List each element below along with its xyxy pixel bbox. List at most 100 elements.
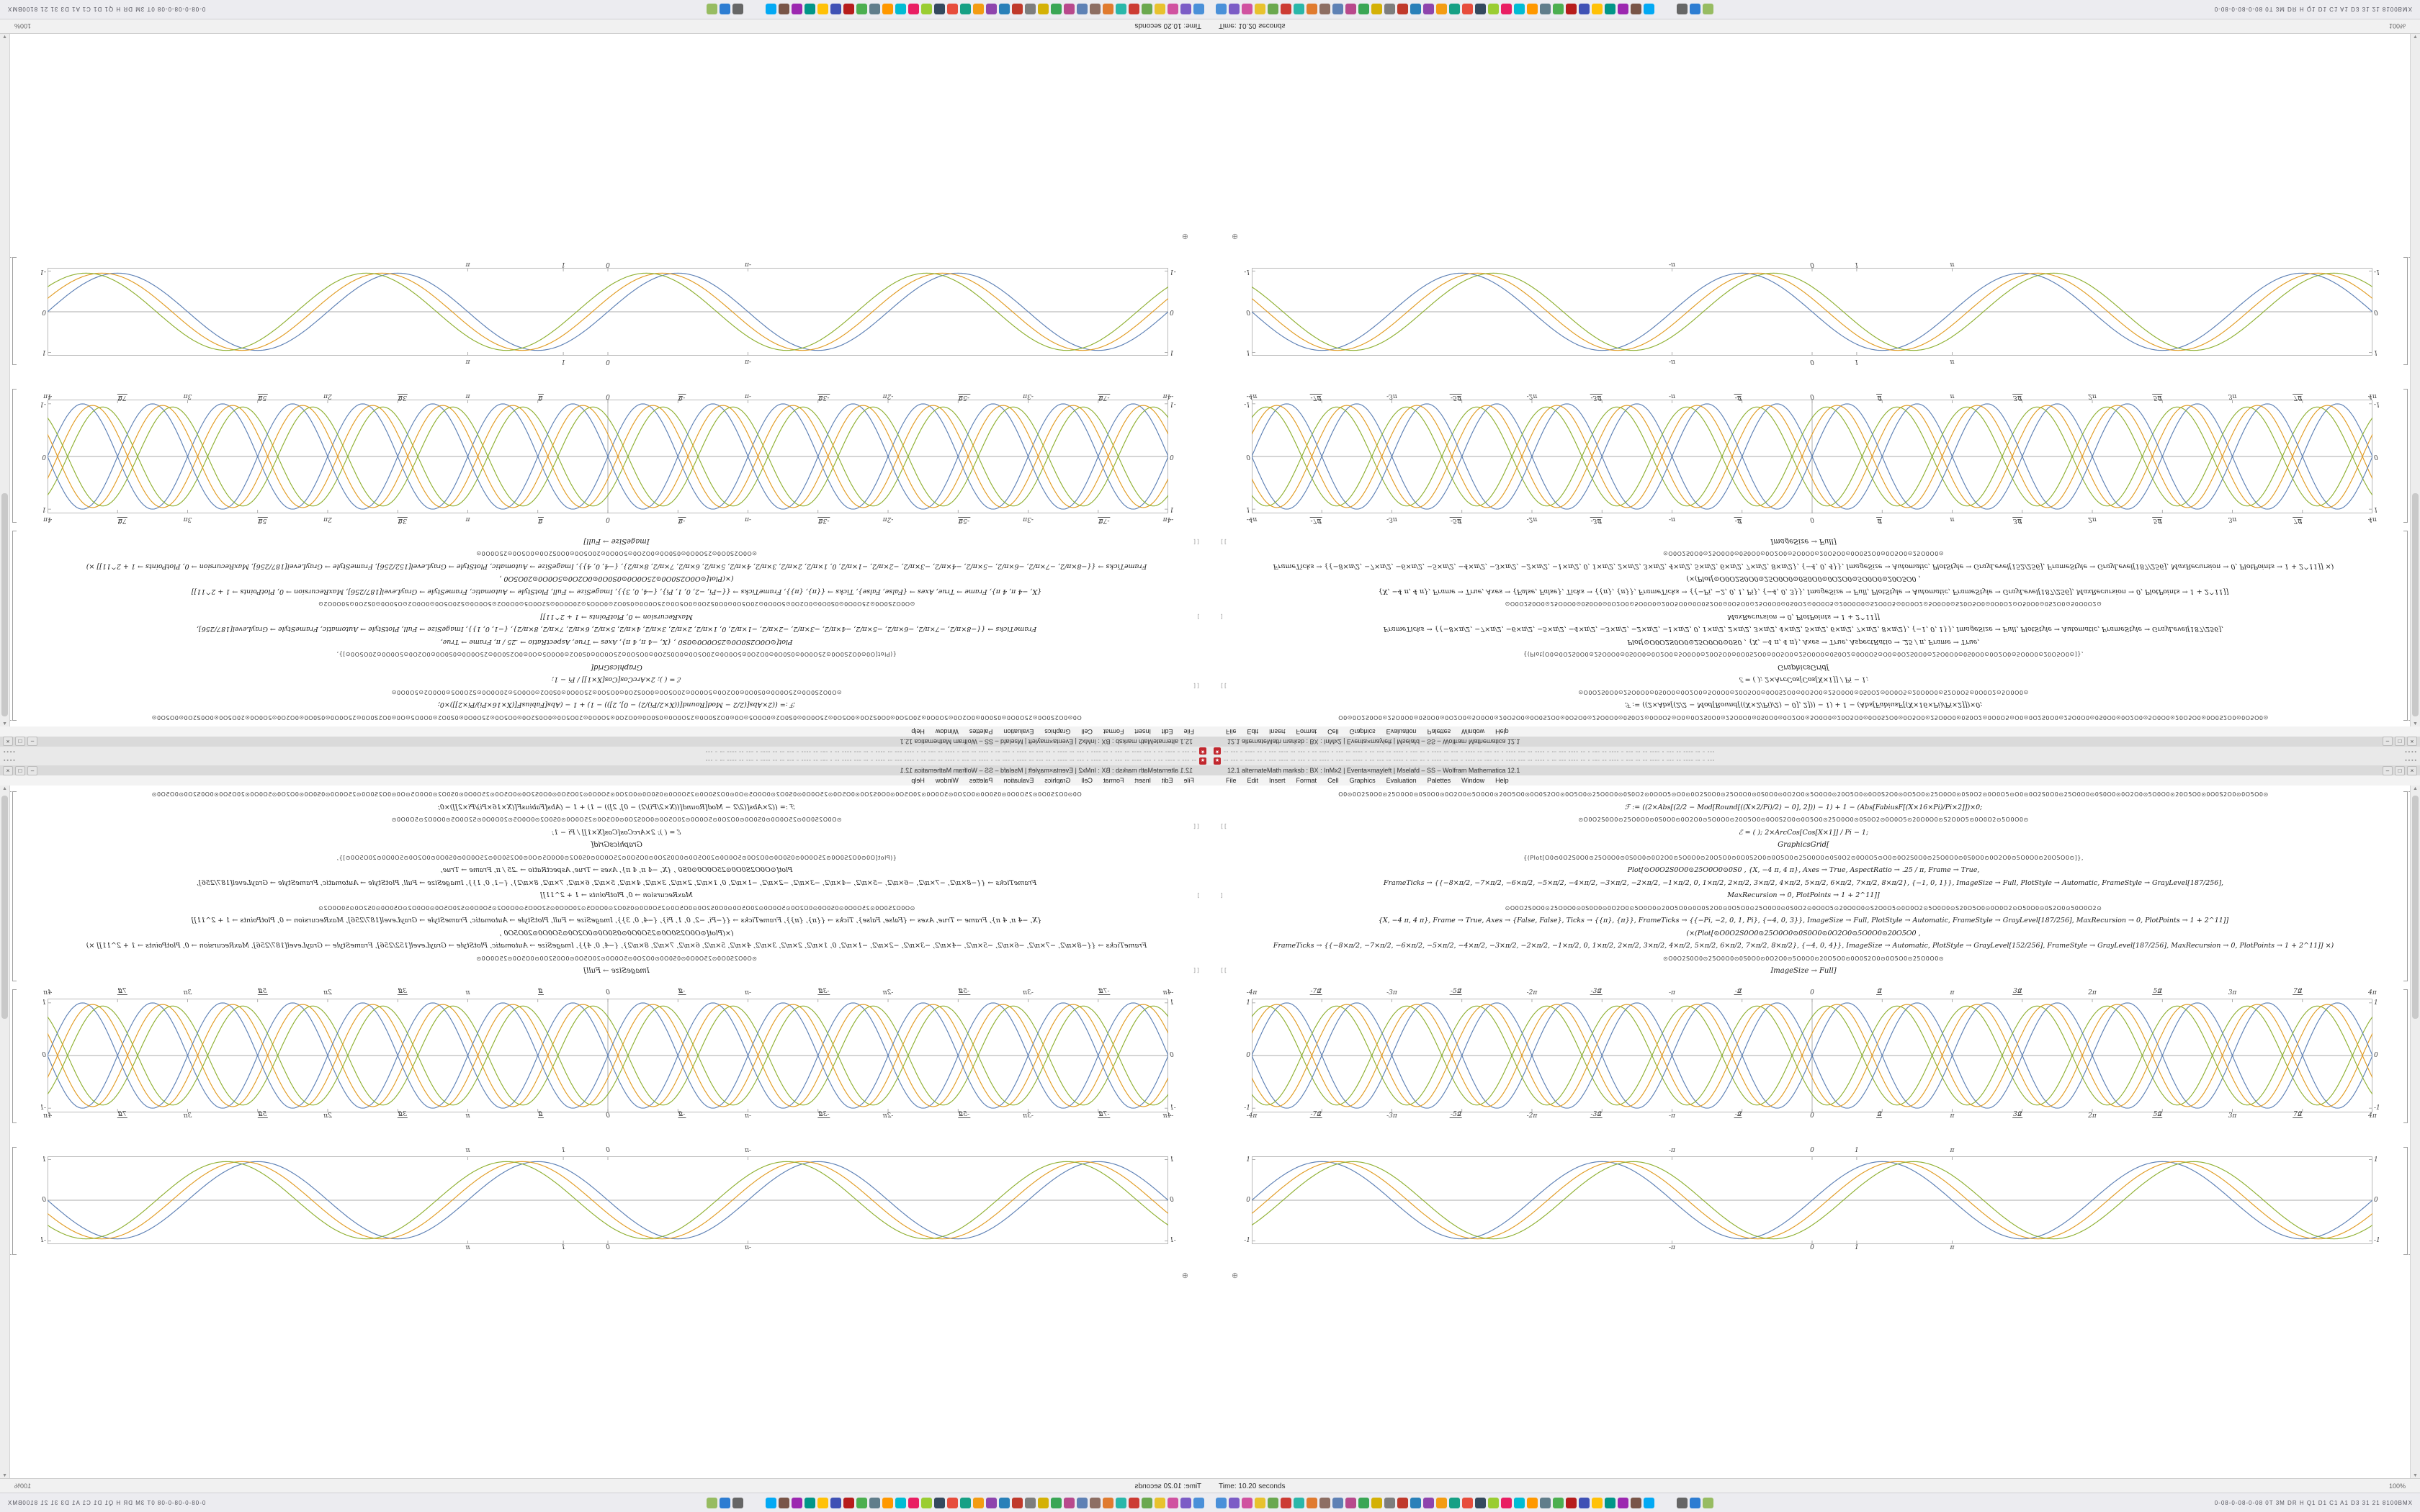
taskbar-app-icon[interactable]: [1038, 1497, 1049, 1508]
taskbar-app-icon[interactable]: [1012, 4, 1023, 15]
taskbar-app-icon[interactable]: [947, 1497, 958, 1508]
code-line[interactable]: MaxRecursion → 0, PlotPoints → 1 + 2^11]…: [540, 613, 693, 621]
taskbar-app-icon[interactable]: [1319, 4, 1330, 15]
menu-palettes[interactable]: Palettes: [1427, 728, 1451, 735]
taskbar-app-icon[interactable]: [882, 4, 893, 15]
scroll-down-icon[interactable]: ▼: [2, 34, 7, 39]
taskbar-app-icon[interactable]: [1358, 4, 1369, 15]
taskbar-app-icon[interactable]: [1268, 1497, 1278, 1508]
taskbar-app-icon[interactable]: [908, 4, 919, 15]
code-line[interactable]: FrameTicks → {{−8×π/2, −7×π/2, −6×π/2, −…: [1273, 942, 2334, 950]
notebook-canvas[interactable]: O0⊙0O2S0O0⊙25O0O0⊙0S0O0⊙0O2O0⊙5O0O0⊙20O5…: [1210, 33, 2420, 726]
taskbar-app-icon[interactable]: [1553, 1497, 1564, 1508]
code-line[interactable]: ⊙O0O2S0O0⊙25O0O0⊙0S0O0⊙0O2O0⊙5O0O0⊙20O5O…: [1578, 816, 2029, 823]
taskbar-app-icon[interactable]: [1592, 1497, 1603, 1508]
taskbar-app-icon[interactable]: [817, 1497, 828, 1508]
menu-help[interactable]: Help: [911, 777, 925, 784]
mathematica-icon[interactable]: ★: [1199, 747, 1206, 755]
taskbar-app-icon[interactable]: [1410, 4, 1421, 15]
taskbar-app-icon[interactable]: [1255, 4, 1265, 15]
taskbar-app-icon[interactable]: [1605, 4, 1615, 15]
taskbar-app-icon[interactable]: [843, 4, 854, 15]
taskbar-app-icon[interactable]: [1025, 1497, 1036, 1508]
taskbar-app-icon[interactable]: [960, 1497, 971, 1508]
taskbar-app-icon[interactable]: [1644, 4, 1654, 15]
taskbar-app-icon[interactable]: [805, 4, 815, 15]
taskbar-app-icon[interactable]: [1690, 1497, 1700, 1508]
taskbar-app-icon[interactable]: [1345, 4, 1356, 15]
code-line[interactable]: GraphicsGrid[: [1778, 663, 1829, 671]
menu-insert[interactable]: Insert: [1134, 777, 1151, 784]
taskbar-app-icon[interactable]: [1514, 4, 1525, 15]
taskbar-app-icon[interactable]: [779, 1497, 789, 1508]
cell-bracket[interactable]: [12, 1147, 17, 1255]
taskbar-app-icon[interactable]: [1605, 1497, 1615, 1508]
taskbar-app-icon[interactable]: [1449, 1497, 1460, 1508]
menu-help[interactable]: Help: [1495, 777, 1509, 784]
taskbar-app-icon[interactable]: [1384, 1497, 1395, 1508]
cell-bracket[interactable]: [2403, 389, 2408, 523]
taskbar-app-icon[interactable]: [1103, 4, 1113, 15]
code-line[interactable]: ℱ := ((2×Abs[(2/2 − Mod[Round[((X×2/Pi)/…: [1624, 701, 1983, 709]
taskbar-app-icon[interactable]: [1345, 1497, 1356, 1508]
code-line[interactable]: O0⊙0O2S0O0⊙25O0O0⊙0S0O0⊙0O2O0⊙5O0O0⊙20O5…: [151, 791, 1082, 798]
taskbar-app-icon[interactable]: [1358, 1497, 1369, 1508]
taskbar-app-icon[interactable]: [1631, 4, 1641, 15]
scrollbar-thumb[interactable]: [1, 493, 8, 716]
code-line[interactable]: MaxRecursion → 0, PlotPoints → 1 + 2^11]…: [540, 891, 693, 899]
taskbar-app-icon[interactable]: [1488, 4, 1499, 15]
menu-format[interactable]: Format: [1296, 777, 1317, 784]
taskbar-app-icon[interactable]: [1129, 4, 1139, 15]
code-line[interactable]: FrameTicks → {{−8×π/2, −7×π/2, −6×π/2, −…: [196, 625, 1037, 634]
taskbar-app-icon[interactable]: [1242, 1497, 1252, 1508]
code-line[interactable]: ImageSize → Full]: [1770, 967, 1837, 975]
input-code-cell[interactable]: O0⊙0O2S0O0⊙25O0O0⊙0S0O0⊙0O2O0⊙5O0O0⊙20O5…: [66, 788, 1167, 978]
minimize-button[interactable]: –: [27, 737, 37, 747]
menu-format[interactable]: Format: [1103, 728, 1124, 735]
code-line[interactable]: ℰ = ( ); 2×ArcCos[Cos[X×1]] / Pi − 1;: [551, 675, 682, 684]
taskbar-app-icon[interactable]: [1397, 1497, 1408, 1508]
menu-graphics[interactable]: Graphics: [1044, 728, 1071, 735]
close-button[interactable]: ×: [2407, 737, 2417, 747]
maximize-button[interactable]: □: [15, 765, 25, 775]
code-line[interactable]: ⊙O0O2S0O0⊙25O0O0⊙0S0O0⊙0O2O0⊙5O0O0⊙20O5O…: [1578, 689, 2029, 696]
scroll-up-icon[interactable]: ▲: [2413, 786, 2418, 791]
taskbar-app-icon[interactable]: [817, 4, 828, 15]
taskbar-app-icon[interactable]: [1332, 1497, 1343, 1508]
menu-window[interactable]: Window: [1461, 728, 1485, 735]
menu-evaluation[interactable]: Evaluation: [1003, 777, 1034, 784]
code-line[interactable]: {(Plot[O0⊙0O2S0O0⊙25O0O0⊙0S0O0⊙0O2O0⊙5O0…: [336, 854, 897, 861]
taskbar-app-icon[interactable]: [1690, 4, 1700, 15]
code-line[interactable]: O0⊙0O2S0O0⊙25O0O0⊙0S0O0⊙0O2O0⊙5O0O0⊙20O5…: [151, 714, 1082, 721]
taskbar-app-icon[interactable]: [1514, 1497, 1525, 1508]
code-line[interactable]: ImageSize → Full]: [583, 537, 650, 545]
taskbar-app-icon[interactable]: [973, 1497, 984, 1508]
taskbar-app-icon[interactable]: [1116, 1497, 1126, 1508]
taskbar-app-icon[interactable]: [934, 1497, 945, 1508]
taskbar-app-icon[interactable]: [1090, 1497, 1101, 1508]
window-titlebar[interactable]: 12.1 alternateMath marksb : BX : InMx2 |…: [0, 736, 1210, 747]
taskbar-app-icon[interactable]: [1064, 1497, 1075, 1508]
code-line[interactable]: ⊙O0O2S0O0⊙25O0O0⊙0S0O0⊙0O2O0⊙5O0O0⊙20O5O…: [318, 600, 915, 608]
scrollbar-thumb[interactable]: [1, 796, 8, 1019]
menu-window[interactable]: Window: [935, 777, 959, 784]
taskbar-app-icon[interactable]: [1332, 4, 1343, 15]
taskbar-app-icon[interactable]: [1677, 4, 1688, 15]
taskbar-app-icon[interactable]: [1540, 4, 1551, 15]
taskbar-app-icon[interactable]: [947, 4, 958, 15]
notebook-canvas[interactable]: O0⊙0O2S0O0⊙25O0O0⊙0S0O0⊙0O2O0⊙5O0O0⊙20O5…: [1210, 786, 2420, 1479]
code-line[interactable]: ⊙O0O2S0O0⊙25O0O0⊙0S0O0⊙0O2O0⊙5O0O0⊙20O5O…: [1505, 600, 2102, 608]
taskbar-app-icon[interactable]: [1397, 4, 1408, 15]
cell-bracket[interactable]: [12, 531, 17, 721]
scrollbar-thumb[interactable]: [2412, 796, 2419, 1019]
code-line[interactable]: {X, −4 π, 4 π}, Frame → True, Axes → {Fa…: [1378, 588, 2229, 595]
taskbar-app-icon[interactable]: [1449, 4, 1460, 15]
taskbar-app-icon[interactable]: [1268, 4, 1278, 15]
code-line[interactable]: (×(Plot[⊙O0O2S0O0⊙25O0O0⊙0S0O0⊙0O2O0⊙5O0…: [1686, 575, 1921, 583]
menu-evaluation[interactable]: Evaluation: [1003, 728, 1034, 735]
taskbar-app-icon[interactable]: [1012, 1497, 1023, 1508]
taskbar-app-icon[interactable]: [1229, 1497, 1240, 1508]
taskbar-app-icon[interactable]: [869, 1497, 880, 1508]
taskbar-app-icon[interactable]: [1168, 4, 1178, 15]
taskbar-app-icon[interactable]: [720, 4, 730, 15]
